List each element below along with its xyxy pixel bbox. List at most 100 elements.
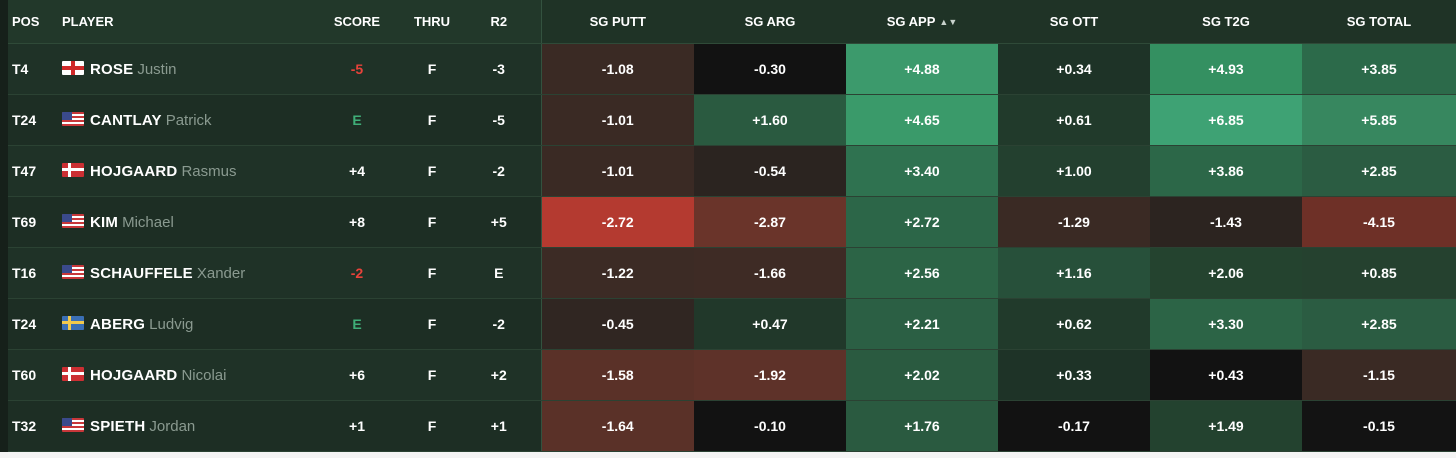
usa-flag-icon xyxy=(62,264,84,279)
player-last-name: ABERG xyxy=(90,315,146,333)
score-cell: +4 xyxy=(307,145,407,197)
column-sg-arg[interactable]: SG ARG xyxy=(694,0,846,44)
player-cell[interactable]: ABERG Ludvig xyxy=(62,298,307,350)
column-sg-t2g[interactable]: SG T2G xyxy=(1150,0,1302,44)
sg-t2g-cell: +0.43 xyxy=(1150,349,1302,401)
player-last-name: SCHAUFFELE xyxy=(90,264,193,282)
sg-app-cell: +2.02 xyxy=(846,349,998,401)
r2-cell: +2 xyxy=(457,349,541,401)
column-sg-app[interactable]: SG APP ▲▼ xyxy=(846,0,998,44)
thru-cell: F xyxy=(407,400,457,452)
score-cell: -2 xyxy=(307,247,407,299)
usa-flag-icon xyxy=(62,213,84,228)
sg-total-cell: -0.15 xyxy=(1302,400,1456,452)
player-cell[interactable]: HOJGAARD Rasmus xyxy=(62,145,307,197)
sg-app-cell: +3.40 xyxy=(846,145,998,197)
player-rows: T4 ROSE Justin -5 F -3 -1.08 -0.30 +4.88 +0.34 +4.… xyxy=(8,43,1456,452)
sg-ott-cell: -0.17 xyxy=(998,400,1150,452)
sg-arg-cell: +1.60 xyxy=(694,94,846,146)
sg-t2g-cell: -1.43 xyxy=(1150,196,1302,248)
player-cell[interactable]: SPIETH Jordan xyxy=(62,400,307,452)
thru-cell: F xyxy=(407,247,457,299)
player-cell[interactable]: CANTLAY Patrick xyxy=(62,94,307,146)
player-last-name: KIM xyxy=(90,213,119,231)
sg-app-cell: +2.21 xyxy=(846,298,998,350)
thru-cell: F xyxy=(407,43,457,95)
column-r2[interactable]: R2 xyxy=(457,0,541,44)
table-row[interactable]: T24 ABERG Ludvig E F -2 -0.45 +0.47 +2.21 +0.62 +3… xyxy=(8,298,1456,350)
thru-cell: F xyxy=(407,94,457,146)
r2-cell: -3 xyxy=(457,43,541,95)
r2-cell: -5 xyxy=(457,94,541,146)
sg-putt-cell: -1.01 xyxy=(540,94,694,146)
sg-total-cell: +2.85 xyxy=(1302,145,1456,197)
sg-t2g-cell: +3.86 xyxy=(1150,145,1302,197)
column-sg-ott[interactable]: SG OTT xyxy=(998,0,1150,44)
table-row[interactable]: T4 ROSE Justin -5 F -3 -1.08 -0.30 +4.88 +0.34 +4.… xyxy=(8,43,1456,95)
player-last-name: HOJGAARD xyxy=(90,162,178,180)
table-row[interactable]: T24 CANTLAY Patrick E F -5 -1.01 +1.60 +4.65 +0.6… xyxy=(8,94,1456,146)
score-cell: E xyxy=(307,298,407,350)
column-sg-putt[interactable]: SG PUTT xyxy=(540,0,694,44)
sg-t2g-cell: +3.30 xyxy=(1150,298,1302,350)
table-row[interactable]: T47 HOJGAARD Rasmus +4 F -2 -1.01 -0.54 +3.40 +1.… xyxy=(8,145,1456,197)
score-cell: -5 xyxy=(307,43,407,95)
sort-arrows-icon[interactable]: ▲▼ xyxy=(939,17,958,27)
sg-putt-cell: -1.64 xyxy=(540,400,694,452)
sg-ott-cell: +1.00 xyxy=(998,145,1150,197)
column-score[interactable]: SCORE xyxy=(307,0,407,44)
sg-putt-cell: -1.22 xyxy=(540,247,694,299)
table-row[interactable]: T69 KIM Michael +8 F +5 -2.72 -2.87 +2.72 -1.29 -1… xyxy=(8,196,1456,248)
player-cell[interactable]: SCHAUFFELE Xander xyxy=(62,247,307,299)
sg-ott-cell: -1.29 xyxy=(998,196,1150,248)
denmark-flag-icon xyxy=(62,162,84,177)
sg-app-cell: +4.88 xyxy=(846,43,998,95)
column-sg-app-label: SG APP xyxy=(886,14,936,29)
score-cell: +1 xyxy=(307,400,407,452)
sg-arg-cell: -0.30 xyxy=(694,43,846,95)
position-cell: T32 xyxy=(8,400,62,452)
sg-t2g-cell: +1.49 xyxy=(1150,400,1302,452)
player-cell[interactable]: ROSE Justin xyxy=(62,43,307,95)
sg-ott-cell: +0.62 xyxy=(998,298,1150,350)
leaderboard: POS PLAYER SCORE THRU R2 SG PUTT SG ARG … xyxy=(8,0,1456,452)
sg-arg-cell: -1.66 xyxy=(694,247,846,299)
sg-total-cell: +0.85 xyxy=(1302,247,1456,299)
sg-t2g-cell: +4.93 xyxy=(1150,43,1302,95)
sg-arg-cell: -2.87 xyxy=(694,196,846,248)
sg-ott-cell: +0.33 xyxy=(998,349,1150,401)
left-edge xyxy=(0,0,8,458)
thru-cell: F xyxy=(407,145,457,197)
player-first-name: Nicolai xyxy=(181,366,227,384)
player-cell[interactable]: KIM Michael xyxy=(62,196,307,248)
player-cell[interactable]: HOJGAARD Nicolai xyxy=(62,349,307,401)
sg-arg-cell: +0.47 xyxy=(694,298,846,350)
denmark-flag-icon xyxy=(62,366,84,381)
column-sg-total[interactable]: SG TOTAL xyxy=(1302,0,1456,44)
sg-putt-cell: -2.72 xyxy=(540,196,694,248)
column-player[interactable]: PLAYER xyxy=(62,0,307,44)
sg-total-cell: +5.85 xyxy=(1302,94,1456,146)
table-row[interactable]: T16 SCHAUFFELE Xander -2 F E -1.22 -1.66 +2.56 +1… xyxy=(8,247,1456,299)
player-last-name: HOJGAARD xyxy=(90,366,178,384)
player-first-name: Michael xyxy=(122,213,174,231)
column-thru[interactable]: THRU xyxy=(407,0,457,44)
position-cell: T47 xyxy=(8,145,62,197)
sg-app-cell: +4.65 xyxy=(846,94,998,146)
sg-total-cell: -1.15 xyxy=(1302,349,1456,401)
sg-total-cell: +3.85 xyxy=(1302,43,1456,95)
table-row[interactable]: T32 SPIETH Jordan +1 F +1 -1.64 -0.10 +1.76 -0.17… xyxy=(8,400,1456,452)
sg-ott-cell: +0.34 xyxy=(998,43,1150,95)
column-pos[interactable]: POS xyxy=(8,0,62,44)
player-last-name: CANTLAY xyxy=(90,111,162,129)
bottom-edge xyxy=(0,452,1456,458)
position-cell: T24 xyxy=(8,298,62,350)
sg-ott-cell: +0.61 xyxy=(998,94,1150,146)
position-cell: T24 xyxy=(8,94,62,146)
sweden-flag-icon xyxy=(62,315,84,330)
table-row[interactable]: T60 HOJGAARD Nicolai +6 F +2 -1.58 -1.92 +2.02 +0… xyxy=(8,349,1456,401)
player-last-name: SPIETH xyxy=(90,417,146,435)
sg-putt-cell: -1.01 xyxy=(540,145,694,197)
r2-cell: E xyxy=(457,247,541,299)
sg-app-cell: +1.76 xyxy=(846,400,998,452)
